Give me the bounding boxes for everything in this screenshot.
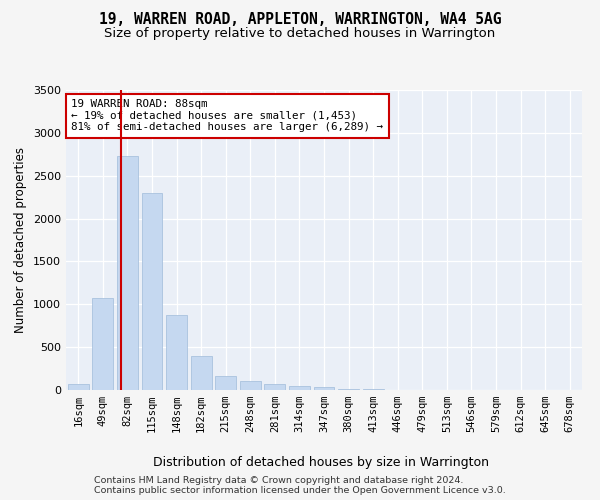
Bar <box>289 386 310 390</box>
Bar <box>240 381 261 390</box>
Bar <box>166 315 187 390</box>
Bar <box>265 384 286 390</box>
Y-axis label: Number of detached properties: Number of detached properties <box>14 147 28 333</box>
Text: Size of property relative to detached houses in Warrington: Size of property relative to detached ho… <box>104 28 496 40</box>
Bar <box>117 156 138 390</box>
Text: Contains HM Land Registry data © Crown copyright and database right 2024.
Contai: Contains HM Land Registry data © Crown c… <box>94 476 506 495</box>
Bar <box>215 376 236 390</box>
Text: 19 WARREN ROAD: 88sqm
← 19% of detached houses are smaller (1,453)
81% of semi-d: 19 WARREN ROAD: 88sqm ← 19% of detached … <box>71 99 383 132</box>
Bar <box>68 384 89 390</box>
Text: 19, WARREN ROAD, APPLETON, WARRINGTON, WA4 5AG: 19, WARREN ROAD, APPLETON, WARRINGTON, W… <box>99 12 501 28</box>
Bar <box>142 193 163 390</box>
Bar <box>92 298 113 390</box>
Bar <box>362 389 383 390</box>
Bar <box>314 388 334 390</box>
Text: Distribution of detached houses by size in Warrington: Distribution of detached houses by size … <box>153 456 489 469</box>
Bar <box>338 388 359 390</box>
Bar <box>191 356 212 390</box>
